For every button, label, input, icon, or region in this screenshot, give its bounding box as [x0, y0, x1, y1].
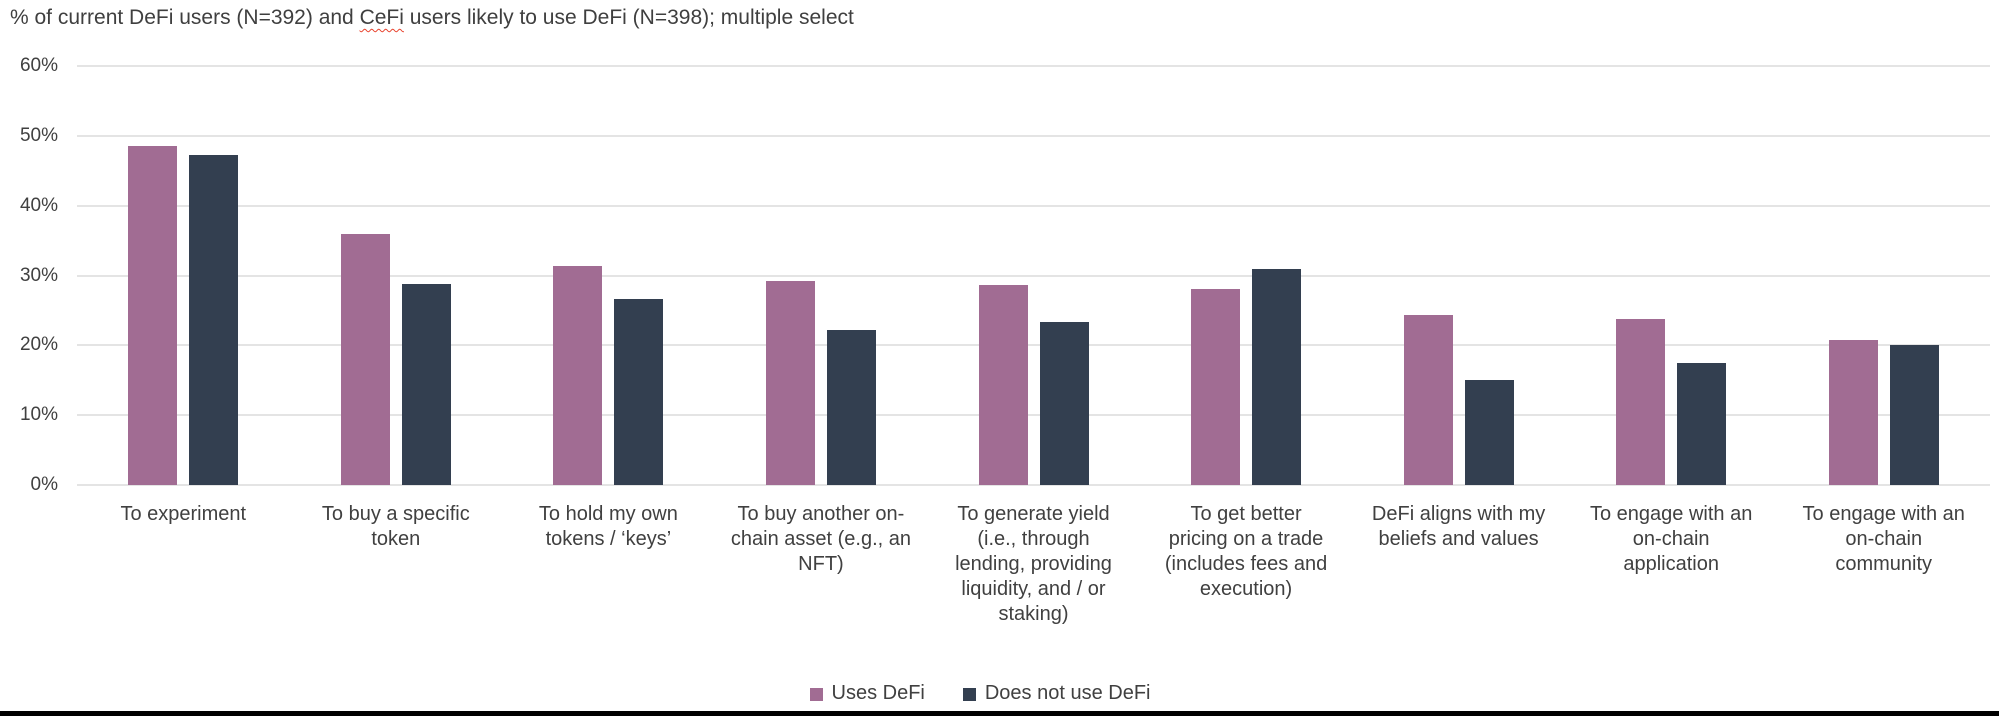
legend-item-does-not-use-defi: Does not use DeFi	[962, 682, 1151, 705]
gridline	[77, 484, 1990, 486]
category-label: To experiment	[120, 503, 247, 525]
y-axis-tick-label: 40%	[19, 194, 58, 216]
chart-title-spellchecked-word: CeFi	[359, 6, 404, 29]
category-label: To buy a specific token	[321, 503, 470, 550]
category-label: To engage with an on-chain application	[1589, 503, 1753, 575]
y-axis-tick-label: 0%	[30, 474, 58, 495]
legend: Uses DeFi Does not use DeFi	[0, 682, 1960, 705]
category-label: To buy another on- chain asset (e.g., an…	[730, 503, 911, 575]
bar-uses-defi	[765, 281, 815, 485]
gridline	[77, 414, 1990, 417]
legend-label: Uses DeFi	[831, 682, 925, 704]
plot-area	[77, 65, 1990, 486]
legend-swatch-icon	[809, 688, 823, 701]
y-axis-tick-label: 30%	[19, 264, 58, 286]
bar-does-not-use-defi	[614, 299, 664, 485]
bar-uses-defi	[978, 284, 1028, 485]
bar-does-not-use-defi	[1039, 322, 1089, 485]
bar-does-not-use-defi	[1252, 268, 1302, 485]
y-axis-tick-label: 50%	[19, 124, 58, 146]
chart-title-prefix: % of current DeFi users (N=392) and	[10, 6, 360, 29]
bar-uses-defi	[128, 146, 178, 485]
legend-swatch-icon	[962, 688, 976, 701]
chart-title-suffix: users likely to use DeFi (N=398); multip…	[403, 6, 854, 29]
bar-does-not-use-defi	[1464, 380, 1514, 485]
bar-does-not-use-defi	[189, 154, 239, 485]
bar-does-not-use-defi	[1889, 344, 1939, 485]
bar-uses-defi	[1403, 315, 1453, 485]
category-label: To engage with an on-chain community	[1802, 503, 1965, 575]
category-label: DeFi aligns with my beliefs and values	[1371, 503, 1546, 550]
gridline	[77, 134, 1990, 137]
y-axis-tick-label: 20%	[19, 334, 58, 356]
y-axis-tick-label: 10%	[19, 404, 58, 426]
bar-uses-defi	[340, 233, 390, 485]
bar-uses-defi	[1191, 288, 1241, 485]
legend-item-uses-defi: Uses DeFi	[809, 682, 925, 705]
category-label: To hold my own tokens / ‘keys’	[538, 503, 678, 550]
gridline	[77, 65, 1990, 67]
category-label: To get better pricing on a trade (includ…	[1164, 503, 1328, 600]
gridline	[77, 344, 1990, 347]
bar-uses-defi	[553, 266, 603, 485]
gridline	[77, 204, 1990, 207]
bar-uses-defi	[1828, 339, 1878, 485]
bottom-border	[0, 711, 1999, 716]
y-axis-tick-label: 60%	[19, 55, 58, 76]
category-label: To generate yield (i.e., through lending…	[955, 503, 1112, 625]
bar-does-not-use-defi	[1677, 363, 1727, 485]
bar-does-not-use-defi	[826, 329, 876, 485]
bar-does-not-use-defi	[401, 283, 451, 485]
gridline	[77, 274, 1990, 277]
legend-label: Does not use DeFi	[984, 682, 1151, 704]
bar-uses-defi	[1616, 318, 1666, 485]
chart-title: % of current DeFi users (N=392) and CeFi…	[10, 6, 854, 30]
